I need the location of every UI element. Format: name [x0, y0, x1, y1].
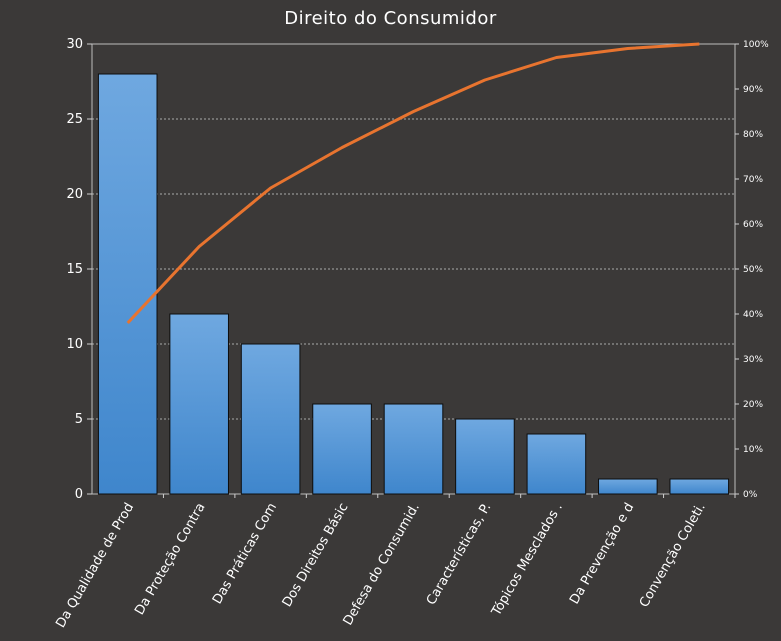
x-tick-label: Características, P. — [424, 501, 495, 608]
y2-tick-label: 30% — [743, 355, 763, 365]
y-tick-label: 5 — [75, 412, 83, 427]
x-tick-label: Da Prevenção e d — [567, 501, 637, 607]
cumulative-line — [126, 42, 700, 325]
y-tick-label: 15 — [66, 262, 83, 277]
y-tick-label: 20 — [66, 187, 83, 202]
x-tick-label: Da Qualidade de Prod — [53, 501, 137, 631]
y2-tick-label: 60% — [743, 220, 763, 230]
y2-tick-label: 70% — [743, 175, 763, 185]
bar — [383, 403, 444, 495]
y-tick-label: 10 — [66, 337, 83, 352]
bar — [312, 403, 372, 495]
y2-tick-label: 90% — [743, 85, 763, 95]
bar — [669, 478, 730, 495]
bar — [240, 343, 301, 495]
x-tick-label: Tópicos Mesclados . — [489, 501, 566, 620]
x-tick-label: Dos Direitos Básic — [280, 501, 352, 610]
y2-tick-label: 100% — [743, 40, 769, 50]
bar — [169, 313, 229, 495]
x-tick-label: Defesa do Consumid. — [341, 501, 423, 629]
y-tick-label: 30 — [66, 37, 83, 52]
bar — [598, 478, 658, 495]
x-tick-label: Das Práticas Com — [210, 501, 280, 607]
x-tick-label: Convenção Coleti. — [637, 501, 709, 611]
bar — [97, 73, 158, 495]
x-tick-label: Da Proteção Contra — [132, 501, 208, 618]
y2-tick-label: 80% — [743, 130, 763, 140]
y2-tick-label: 10% — [743, 445, 763, 455]
y-tick-label: 25 — [66, 112, 83, 127]
bar — [455, 418, 515, 495]
chart-title: Direito do Consumidor — [284, 8, 497, 29]
y2-tick-label: 0% — [743, 490, 758, 500]
y2-tick-label: 50% — [743, 265, 763, 275]
y2-tick-label: 20% — [743, 400, 763, 410]
y2-tick-label: 40% — [743, 310, 763, 320]
bar — [526, 433, 587, 495]
y-tick-label: 0 — [75, 487, 83, 502]
